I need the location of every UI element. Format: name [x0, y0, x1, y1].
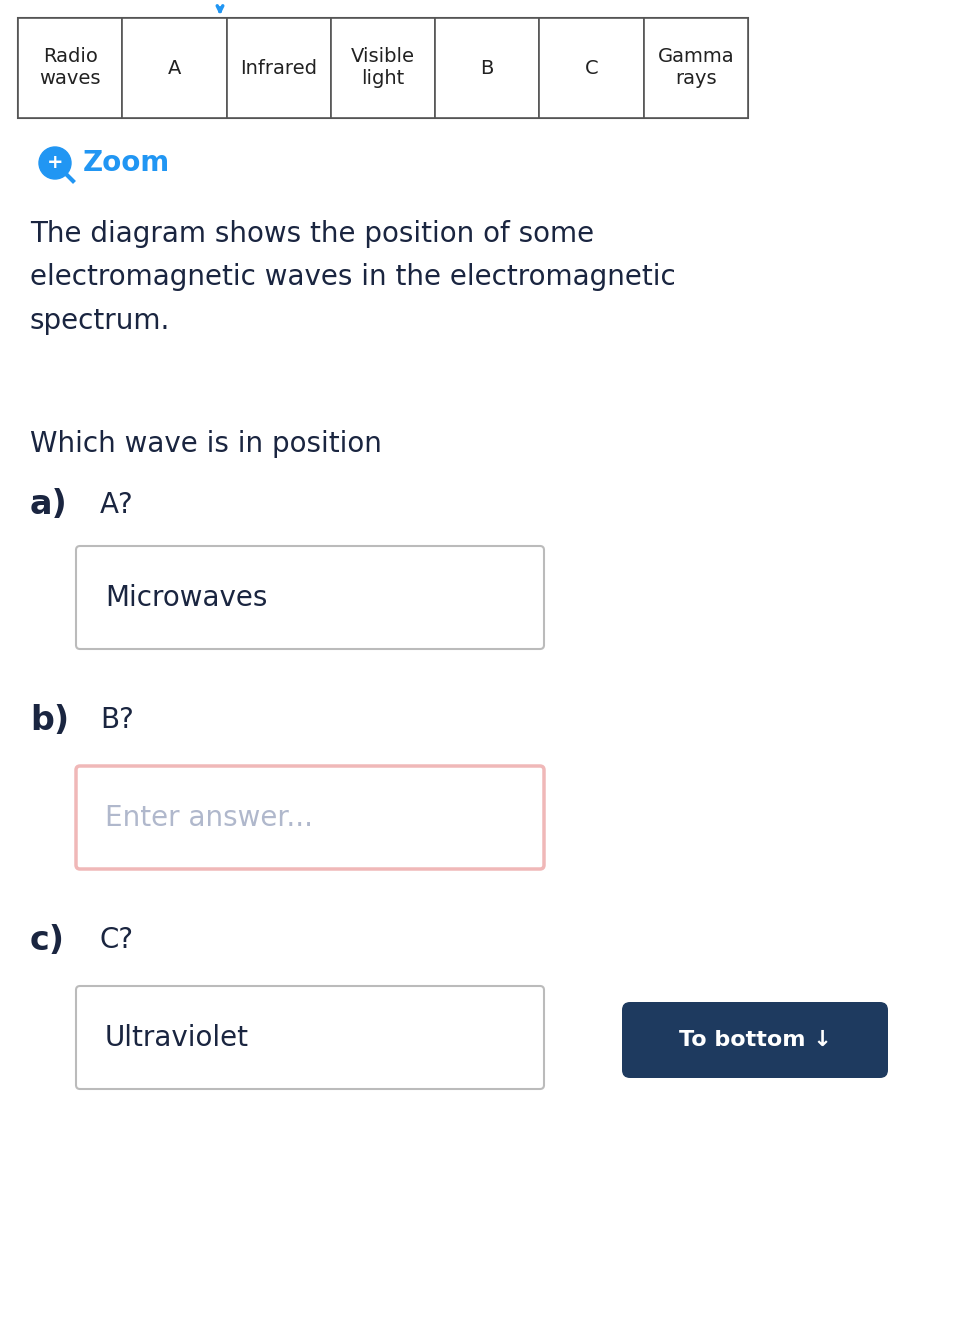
Text: Visible
light: Visible light	[351, 48, 415, 89]
Text: Infrared: Infrared	[240, 58, 317, 78]
FancyBboxPatch shape	[76, 546, 544, 649]
Bar	[331, 18, 435, 118]
Bar	[643, 18, 748, 118]
Circle shape	[39, 147, 71, 180]
Text: c): c)	[30, 923, 65, 956]
Text: The diagram shows the position of some
electromagnetic waves in the electromagne: The diagram shows the position of some e…	[30, 221, 676, 334]
FancyBboxPatch shape	[622, 1003, 888, 1078]
Text: To bottom ↓: To bottom ↓	[679, 1030, 832, 1050]
Text: Microwaves: Microwaves	[105, 584, 268, 612]
Text: Which wave is in position: Which wave is in position	[30, 431, 381, 458]
Text: Enter answer...: Enter answer...	[105, 803, 313, 831]
Text: A?: A?	[100, 491, 134, 519]
Text: Radio
waves: Radio waves	[39, 48, 101, 89]
Text: Ultraviolet: Ultraviolet	[105, 1024, 249, 1052]
Text: Gamma
rays: Gamma rays	[658, 48, 734, 89]
Text: Zoom: Zoom	[83, 149, 170, 177]
Text: C: C	[585, 58, 598, 78]
Bar	[18, 18, 122, 118]
FancyBboxPatch shape	[76, 985, 544, 1089]
Text: A: A	[167, 58, 181, 78]
Text: b): b)	[30, 704, 69, 737]
Bar	[18, 18, 748, 118]
Text: C?: C?	[100, 926, 134, 954]
Bar	[122, 18, 227, 118]
FancyBboxPatch shape	[76, 766, 544, 869]
Text: a): a)	[30, 489, 68, 522]
Bar	[227, 18, 331, 118]
Bar	[539, 18, 643, 118]
Text: B?: B?	[100, 705, 134, 734]
Bar	[435, 18, 539, 118]
Text: +: +	[47, 153, 63, 173]
Text: B: B	[481, 58, 494, 78]
